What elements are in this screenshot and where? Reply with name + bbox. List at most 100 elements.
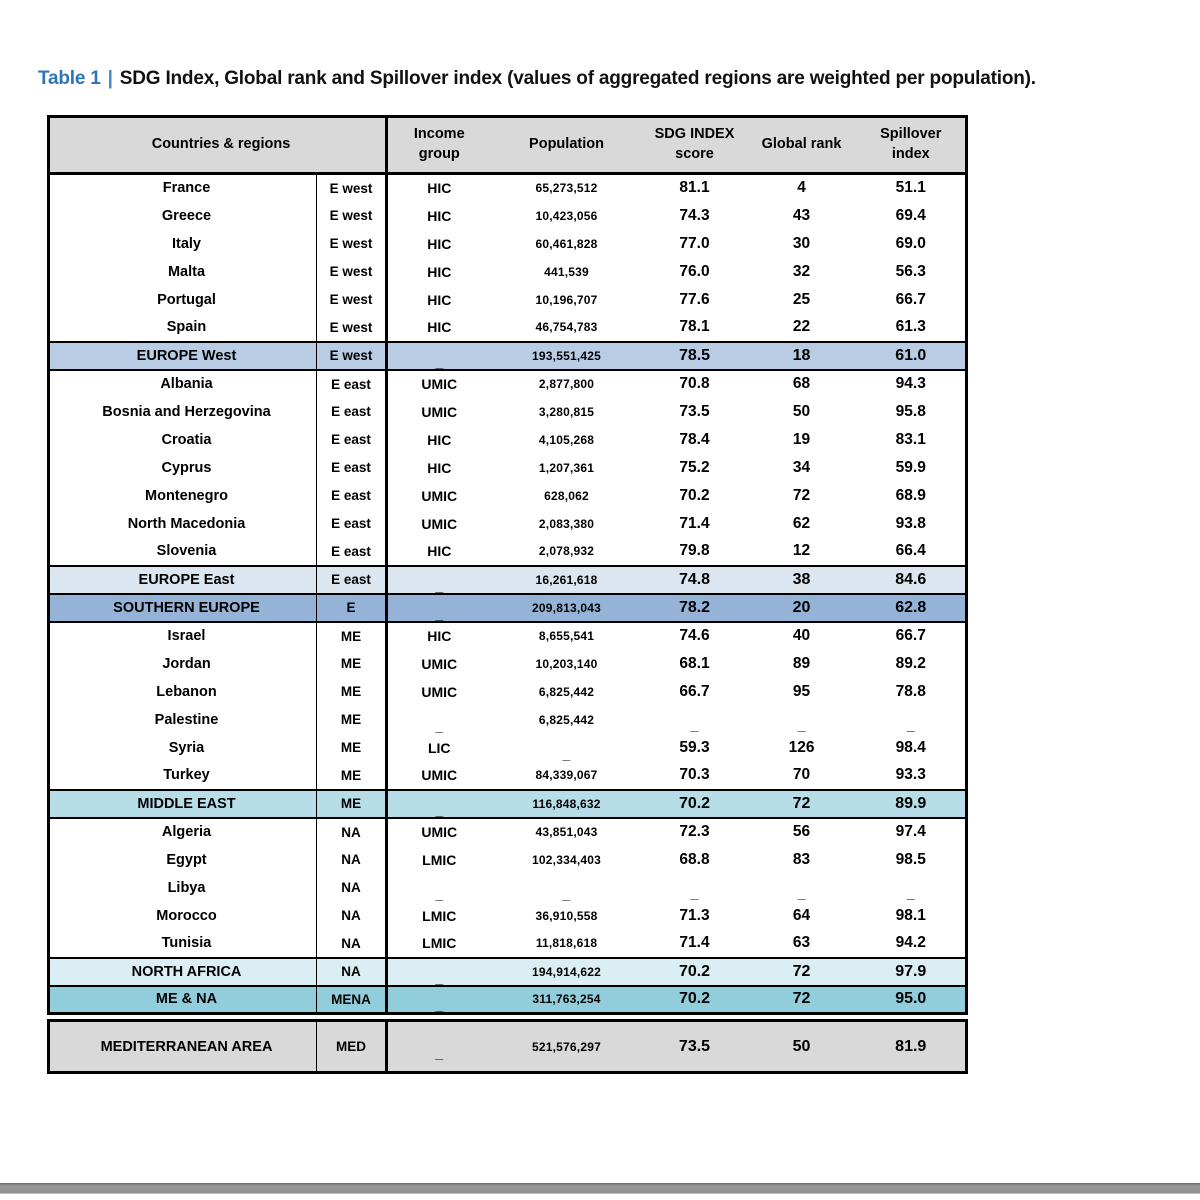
cell-rank: 126	[788, 738, 815, 756]
cell-spillover: 66.7	[895, 290, 926, 308]
cell-name: Albania	[48, 369, 317, 398]
header-income-group: Income group	[386, 116, 491, 175]
cell-population: 10,203,140	[535, 656, 598, 671]
table-row-turkey: Turkey ME UMIC 84,339,067 70.3 70 93.3	[48, 761, 967, 790]
cell-population: 46,754,783	[535, 320, 598, 334]
cell-score: 66.7	[679, 682, 710, 700]
cell-income: _	[386, 956, 491, 987]
cell-score: 78.4	[679, 430, 710, 448]
cell-income: HIC	[427, 628, 452, 644]
cell-rank: 30	[792, 234, 811, 252]
cell-score: 68.1	[679, 654, 710, 672]
cell-region: E east	[316, 564, 389, 595]
cell-rank: 72	[792, 486, 811, 504]
cell-region: E west	[316, 285, 389, 314]
table-row-middle-east: MIDDLE EAST ME _ 116,848,632 70.2 72 89.9	[48, 788, 967, 819]
table-caption: Table 1 | SDG Index, Global rank and Spill…	[38, 68, 1036, 90]
cell-spillover: 84.6	[856, 564, 967, 595]
missing-value-dash: _	[906, 716, 915, 733]
cell-rank: 63	[792, 934, 811, 951]
cell-region: ME	[316, 733, 389, 762]
missing-value-dash: _	[435, 801, 444, 818]
cell-region: E west	[316, 257, 389, 286]
cell-rank: 50	[792, 402, 811, 420]
cell-region: E east	[316, 369, 389, 398]
cell-rank: 70	[792, 766, 811, 783]
cell-name: ME & NA	[48, 984, 317, 1015]
cell-spillover: 95.0	[856, 984, 967, 1015]
cell-rank: 34	[792, 458, 811, 476]
cell-region: NA	[316, 817, 389, 846]
cell-rank: 40	[792, 627, 811, 644]
missing-value-dash: _	[906, 884, 915, 901]
cell-region: ME	[316, 705, 389, 734]
cell-region: MED	[316, 1019, 388, 1074]
cell-name: Libya	[48, 873, 317, 902]
missing-value-dash: _	[435, 885, 444, 902]
cell-population: 193,551,425	[490, 340, 643, 371]
cell-region: E east	[316, 481, 389, 510]
cell-population: 311,763,254	[490, 984, 643, 1015]
cell-name: Montenegro	[48, 481, 317, 510]
header-countries-regions: Countries & regions	[48, 116, 389, 175]
cell-region: ME	[316, 761, 389, 790]
header-sdg-index-score: SDG INDEX score	[642, 116, 747, 175]
cell-spillover: 68.9	[895, 486, 926, 504]
cell-income: _	[386, 564, 491, 595]
cell-income: HIC	[427, 263, 452, 280]
horizontal-scrollbar[interactable]	[0, 1183, 1200, 1194]
cell-region: NA	[316, 873, 389, 902]
missing-value-dash: _	[562, 885, 571, 902]
cell-score: 81.1	[679, 179, 710, 197]
cell-spillover: 66.4	[895, 542, 926, 559]
cell-spillover: 62.8	[856, 592, 967, 623]
table-row-france: France E west HIC 65,273,512 81.1 4 51.1	[48, 173, 967, 202]
cell-name: Spain	[48, 313, 317, 342]
cell-spillover: 51.1	[895, 179, 926, 197]
cell-income: _	[386, 984, 491, 1015]
cell-spillover: 98.5	[895, 850, 926, 868]
cell-region: NA	[316, 956, 389, 987]
cell-population: 10,196,707	[535, 292, 598, 307]
cell-population: 2,877,800	[538, 377, 595, 391]
cell-name: Tunisia	[48, 929, 317, 958]
missing-value-dash: _	[435, 577, 444, 594]
cell-income: UMIC	[421, 403, 458, 420]
cell-rank: 4	[797, 179, 806, 197]
cell-name: Israel	[48, 621, 317, 650]
table-row-albania: Albania E east UMIC 2,877,800 70.8 68 94.3	[48, 369, 967, 398]
table-row-jordan: Jordan ME UMIC 10,203,140 68.1 89 89.2	[48, 649, 967, 678]
cell-income: UMIC	[421, 515, 458, 532]
cell-spillover: _	[857, 874, 967, 902]
cell-region: NA	[316, 845, 389, 874]
cell-score: 71.4	[679, 934, 710, 951]
missing-value-dash: _	[435, 969, 444, 986]
cell-population: 209,813,043	[490, 592, 643, 623]
cell-income: _	[386, 1019, 491, 1074]
cell-spillover: 69.0	[895, 234, 926, 252]
cell-income: _	[387, 874, 491, 902]
cell-region: ME	[316, 649, 389, 678]
cell-spillover: 83.1	[895, 430, 926, 448]
cell-region: E west	[316, 313, 389, 342]
missing-value-dash: _	[690, 716, 699, 733]
cell-name: Turkey	[48, 761, 317, 790]
cell-rank: 64	[792, 906, 811, 924]
cell-score: 72.3	[679, 823, 710, 840]
table-row-libya: Libya NA _ _ _ _ _	[48, 873, 967, 902]
cell-rank: 50	[746, 1019, 857, 1074]
cell-income: HIC	[427, 207, 452, 224]
cell-rank: 25	[792, 290, 811, 308]
header-row: Countries & regions Income group Populat…	[48, 116, 967, 175]
table-row-italy: Italy E west HIC 60,461,828 77.0 30 69.0	[48, 229, 967, 258]
cell-rank: _	[747, 874, 857, 902]
cell-spillover: 98.1	[895, 906, 926, 924]
cell-region: E east	[316, 537, 389, 566]
missing-value-dash: _	[435, 353, 444, 370]
cell-income: UMIC	[421, 487, 458, 504]
cell-income: HIC	[427, 291, 452, 308]
cell-income: HIC	[427, 431, 452, 448]
cell-name: Greece	[48, 201, 317, 230]
cell-population: 628,062	[544, 488, 589, 503]
